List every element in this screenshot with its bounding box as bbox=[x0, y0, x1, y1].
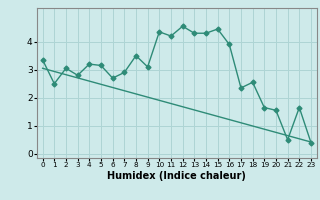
X-axis label: Humidex (Indice chaleur): Humidex (Indice chaleur) bbox=[108, 171, 246, 181]
